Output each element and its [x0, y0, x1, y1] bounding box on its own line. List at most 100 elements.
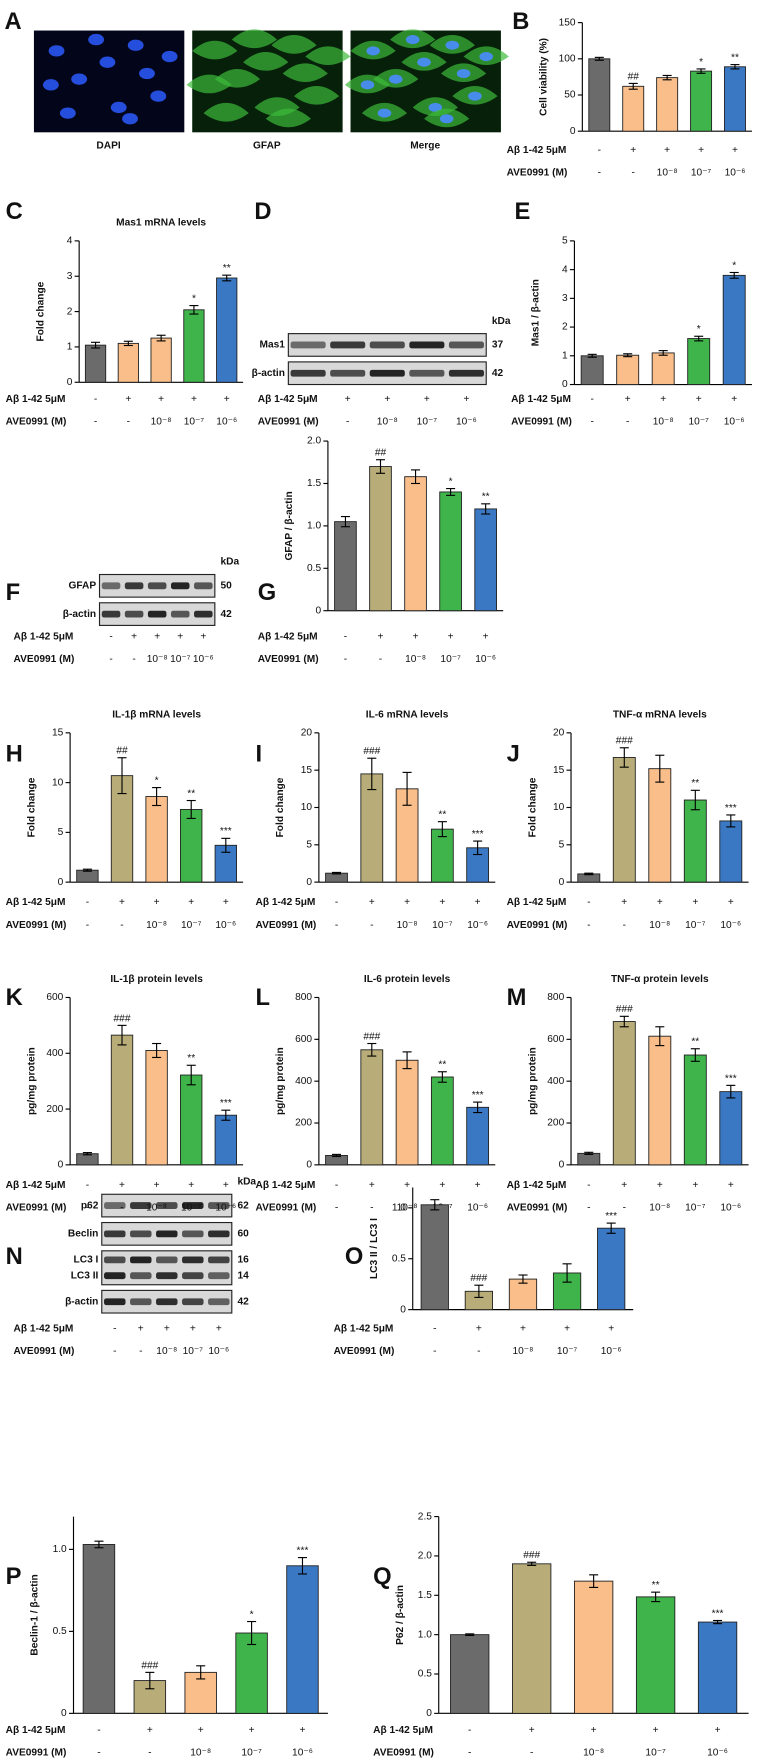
treatment-value: -: [335, 1180, 338, 1191]
bar: [580, 355, 604, 385]
bar: [360, 1049, 384, 1166]
blot-band: [409, 341, 445, 349]
band-kda: 16: [237, 1255, 249, 1266]
treatment-label: Aβ 1-42 5μM: [256, 1180, 316, 1191]
band-label: GFAP: [68, 581, 96, 592]
bar: [683, 1054, 707, 1166]
bar: [183, 309, 205, 383]
treatment-label: Aβ 1-42 5μM: [256, 897, 316, 908]
bar: [420, 1204, 449, 1311]
panel-letter: A: [5, 9, 22, 35]
cell-body: [293, 85, 340, 105]
treatment-value: +: [728, 897, 734, 908]
nucleus: [122, 113, 138, 125]
treatment-value: +: [249, 1725, 255, 1736]
treatment-value: +: [475, 1180, 481, 1191]
treatment-value: 10⁻⁶: [467, 920, 488, 931]
chart-title: IL-6 mRNA levels: [366, 709, 449, 720]
band-kda: 37: [492, 340, 504, 351]
treatment-value: 10⁻⁸: [397, 920, 418, 931]
y-tick-label: 0: [306, 877, 312, 888]
treatment-value: +: [369, 897, 375, 908]
nucleus: [445, 40, 460, 50]
y-axis-label: Fold change: [275, 777, 286, 837]
treatment-value: -: [94, 417, 97, 428]
treatment-value: 10⁻⁸: [649, 920, 670, 931]
image-label: DAPI: [96, 141, 120, 152]
error-bar: [82, 868, 92, 872]
nucleus: [42, 79, 59, 91]
chart-title: IL-1β protein levels: [110, 974, 203, 985]
blot-band: [448, 369, 484, 377]
treatment-value: -: [530, 1748, 533, 1759]
treatment-label: AVE0991 (M): [6, 1203, 67, 1214]
blot-band: [104, 1230, 126, 1238]
treatment-value: +: [384, 394, 390, 405]
panel-letter: J: [507, 742, 520, 768]
error-bar: [186, 1064, 196, 1086]
y-tick-label: 2: [67, 306, 73, 317]
y-tick-label: 0: [559, 877, 565, 888]
blot-band: [330, 369, 366, 377]
bar: [450, 1634, 490, 1714]
error-bar: [474, 1284, 484, 1298]
treatment-value: -: [468, 1725, 471, 1736]
treatment-label: Aβ 1-42 5μM: [6, 394, 66, 405]
treatment-value: +: [404, 1180, 410, 1191]
y-tick-label: 400: [547, 1076, 564, 1087]
treatment-value: 10⁻⁸: [151, 417, 172, 428]
nucleus: [71, 73, 88, 85]
band-label: LC3 I: [74, 1255, 99, 1266]
band-label: β-actin: [252, 368, 285, 379]
error-bar: [402, 1051, 412, 1070]
treatment-value: -: [109, 631, 112, 642]
error-bar: [481, 503, 491, 515]
cell-body: [192, 40, 238, 60]
treatment-value: 10⁻⁶: [292, 1748, 313, 1759]
treatment-value: 10⁻⁷: [685, 920, 706, 931]
treatment-value: +: [483, 631, 489, 642]
treatment-label: Aβ 1-42 5μM: [511, 394, 571, 405]
blot-band: [208, 1230, 230, 1238]
bar: [180, 809, 203, 883]
blot-band: [182, 1230, 204, 1238]
y-tick-label: 100: [559, 53, 576, 64]
treatment-value: +: [439, 897, 445, 908]
y-tick-label: 600: [547, 1034, 564, 1045]
error-bar: [655, 754, 665, 783]
treatment-value: +: [191, 394, 197, 405]
significance-label: **: [223, 263, 231, 274]
treatment-value: +: [715, 1725, 721, 1736]
treatment-value: 10⁻⁶: [720, 1203, 741, 1214]
bar: [612, 757, 636, 883]
significance-label: ***: [725, 1073, 737, 1084]
error-bar: [367, 1042, 377, 1057]
treatment-value: 10⁻⁷: [181, 1203, 202, 1214]
treatment-label: AVE0991 (M): [507, 920, 568, 931]
y-tick-label: 50: [564, 90, 576, 101]
error-bar: [694, 335, 704, 342]
panel-letter: L: [256, 985, 270, 1011]
blot-band: [130, 1272, 152, 1280]
treatment-label: Aβ 1-42 5μM: [6, 1180, 66, 1191]
error-bar: [473, 840, 483, 856]
treatment-value: 10⁻⁸: [397, 1203, 418, 1214]
y-tick-label: 5: [559, 839, 565, 850]
y-tick-label: 1: [67, 342, 73, 353]
treatment-label: AVE0991 (M): [507, 168, 568, 179]
y-tick-label: 1.0: [307, 521, 321, 532]
bar: [719, 820, 743, 883]
error-bar: [221, 837, 231, 853]
y-tick-label: 600: [295, 1034, 312, 1045]
significance-label: ###: [616, 736, 633, 747]
blot-band: [170, 582, 190, 590]
treatment-value: 10⁻⁶: [725, 168, 746, 179]
cell-body: [243, 52, 289, 71]
significance-label: ##: [628, 71, 640, 82]
treatment-value: 10⁻⁶: [720, 920, 741, 931]
significance-label: **: [438, 1060, 446, 1071]
y-axis-label: Beclin-1 / β-actin: [30, 1574, 41, 1655]
treatment-value: +: [621, 897, 627, 908]
bar: [466, 1106, 490, 1166]
bar: [722, 274, 746, 385]
